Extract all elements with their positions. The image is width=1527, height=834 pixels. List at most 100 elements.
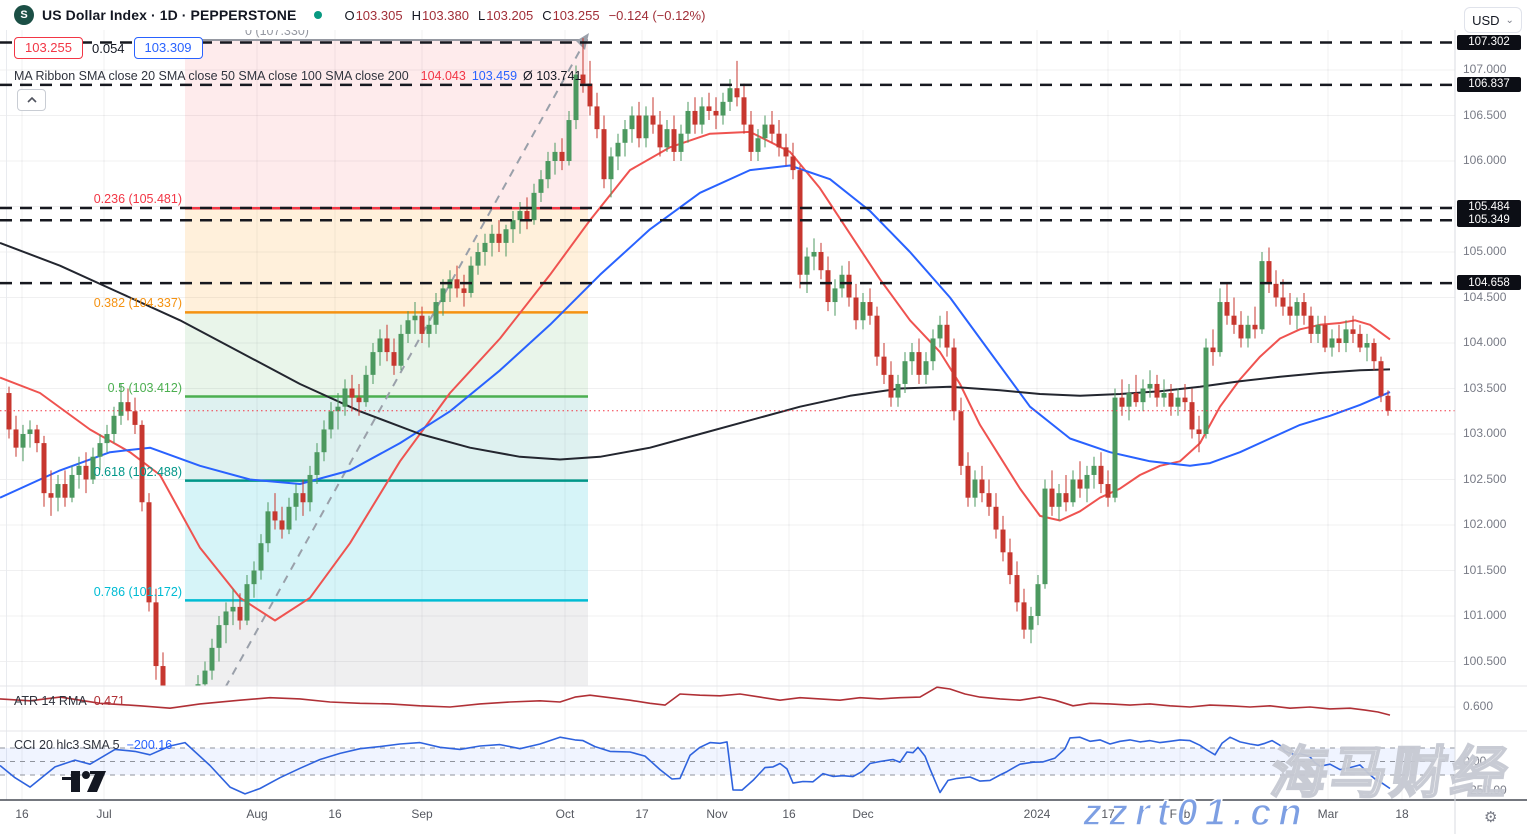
candle [496, 233, 502, 243]
candle [482, 242, 488, 252]
candle [1238, 324, 1244, 339]
candle [342, 388, 348, 407]
candle [27, 429, 33, 434]
atr-line [0, 686, 1391, 716]
time-axis-label: Feb [1169, 807, 1191, 821]
fib-level-382-label: 0.382 (104.337) [93, 296, 182, 310]
candle [1147, 383, 1153, 389]
price-axis-label: 100.500 [1463, 653, 1507, 668]
candle [1350, 329, 1356, 334]
candle [230, 606, 236, 612]
candle [1098, 465, 1104, 485]
candle [566, 120, 572, 161]
candle [986, 493, 992, 507]
ma-ribbon-value-2: 103.459 [471, 69, 518, 83]
price-axis-label: 105.000 [1463, 244, 1507, 258]
candle [377, 338, 383, 353]
candle [972, 479, 978, 498]
candle [34, 429, 40, 444]
ma-ribbon-legend[interactable]: MA Ribbon SMA close 20 SMA close 50 SMA … [14, 69, 581, 83]
atr-indicator-legend[interactable]: ATR 14 RMA 0.471 [14, 694, 125, 708]
price-axis-label: 101.500 [1463, 562, 1507, 577]
symbol-title[interactable]: US Dollar Index · 1D · PEPPERSTONE [42, 7, 297, 23]
price-axis-label: 104.500 [1463, 289, 1507, 304]
low-key: L [477, 7, 486, 23]
price-range-labels: 103.255 0.054 103.309 [14, 37, 203, 59]
candle [223, 611, 229, 626]
candle [573, 74, 579, 121]
candle [468, 265, 474, 293]
candle [279, 520, 285, 530]
candle [783, 147, 789, 157]
time-axis-label: 17 [635, 807, 649, 821]
candle [55, 484, 61, 498]
candle [1126, 393, 1132, 407]
candle [195, 684, 201, 686]
price-label-low[interactable]: 103.255 [14, 37, 83, 59]
candle [104, 434, 110, 444]
candle [216, 625, 222, 648]
candle [1168, 393, 1174, 407]
candle [636, 115, 642, 139]
collapse-legend-button[interactable] [17, 89, 46, 111]
candle [916, 352, 922, 375]
candle [1287, 306, 1293, 316]
tradingview-logo[interactable] [62, 771, 106, 797]
candle [209, 647, 215, 671]
ma-ribbon-title: MA Ribbon SMA close 20 SMA close 50 SMA … [14, 69, 409, 83]
candle [251, 570, 257, 585]
gear-icon[interactable]: ⚙ [1484, 809, 1498, 826]
candle [1014, 575, 1020, 603]
candle [1245, 324, 1251, 339]
time-axis[interactable]: 16 Jul Aug 16 Sep Oct 17 Nov 16 Dec 2024 17 Feb Mar 18 [0, 800, 1527, 834]
candle [1175, 397, 1181, 407]
candle [594, 106, 600, 130]
candle [1364, 343, 1370, 348]
price-level-badge: 107.302 [1457, 34, 1521, 50]
candle [139, 424, 145, 503]
high-key: H [411, 7, 421, 23]
candle [419, 315, 425, 334]
price-level-badge: 106.837 [1457, 76, 1521, 92]
candle [244, 584, 250, 621]
candle [608, 156, 614, 180]
time-axis-label: Dec [852, 807, 874, 821]
candle [307, 474, 313, 503]
candle [853, 297, 859, 321]
candle [1112, 397, 1118, 498]
candle [1035, 584, 1041, 616]
candle [622, 129, 628, 143]
candle [811, 252, 817, 257]
currency-dropdown[interactable]: USD ⌄ [1464, 7, 1522, 33]
price-label-high[interactable]: 103.309 [133, 37, 203, 59]
candle [97, 443, 103, 457]
market-status-dot[interactable] [314, 11, 323, 19]
candle [1070, 479, 1076, 503]
candle [1196, 429, 1202, 434]
time-axis-label: 17 [1101, 807, 1115, 821]
candle [1336, 338, 1342, 343]
time-axis-label: Jul [96, 807, 112, 821]
candle [1259, 261, 1265, 330]
candle [1217, 302, 1223, 353]
candle [90, 456, 96, 480]
candle [20, 434, 26, 448]
price-axis[interactable]: 107.000 106.500 106.000 105.000 104.500 104.0… [1455, 0, 1527, 834]
candle [1357, 333, 1363, 348]
close-value: 103.255 [552, 7, 600, 23]
candle [265, 511, 271, 544]
candle [1091, 465, 1097, 475]
chart-header: S US Dollar Index · 1D · PEPPERSTONE O10… [0, 0, 1527, 30]
candle [580, 74, 586, 84]
candle [538, 179, 544, 193]
candle [678, 133, 684, 152]
candle [461, 288, 467, 293]
candle [706, 106, 712, 111]
candle [615, 142, 621, 157]
fib-level-236-label: 0.236 (105.481) [93, 192, 182, 206]
cci-indicator-legend[interactable]: CCI 20 hlc3 SMA 5 −200.16 [14, 738, 172, 752]
open-value: 103.305 [355, 7, 403, 23]
candle [41, 443, 47, 494]
